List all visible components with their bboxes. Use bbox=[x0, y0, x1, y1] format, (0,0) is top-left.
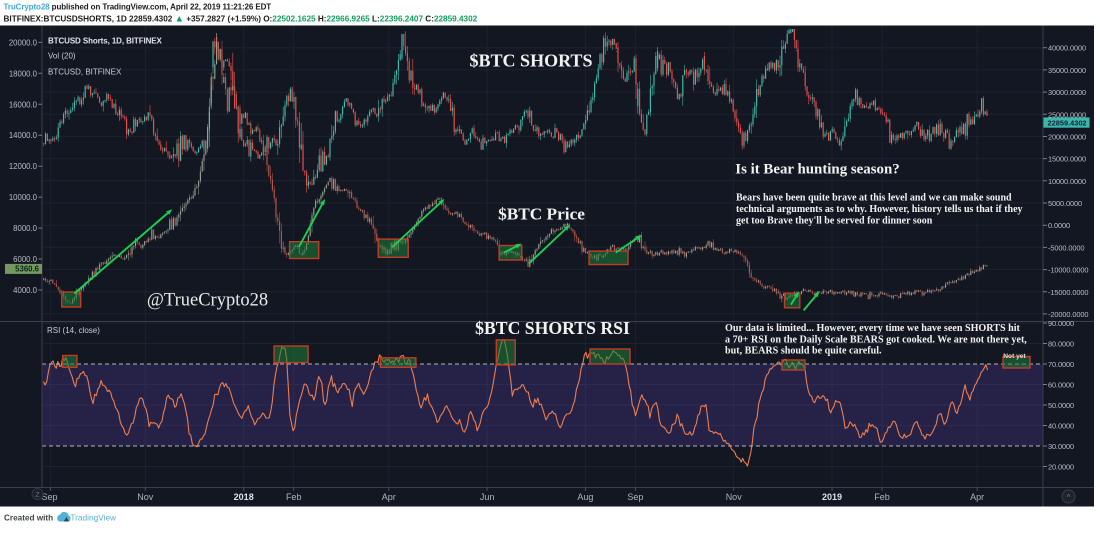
svg-text:Not yet: Not yet bbox=[1003, 353, 1026, 360]
svg-text:6000.0: 6000.0 bbox=[13, 255, 38, 264]
svg-text:22859.4302: 22859.4302 bbox=[1048, 119, 1087, 128]
svg-text:TruCrypto28 published on Tradi: TruCrypto28 published on TradingView.com… bbox=[4, 3, 272, 12]
svg-text:5000.0000: 5000.0000 bbox=[1048, 199, 1082, 208]
svg-text:10000.0: 10000.0 bbox=[9, 193, 38, 202]
svg-text:5360.6: 5360.6 bbox=[15, 265, 40, 274]
svg-text:$BTC SHORTS: $BTC SHORTS bbox=[470, 51, 593, 71]
svg-text:Sep: Sep bbox=[627, 492, 643, 502]
svg-text:Jun: Jun bbox=[480, 492, 495, 502]
svg-text:BITFINEX:BTCUSDSHORTS, 1D 228: BITFINEX:BTCUSDSHORTS, 1D 22859.4302 ▲ +… bbox=[4, 13, 478, 24]
svg-text:Bears have been quite brave at: Bears have been quite brave at this leve… bbox=[736, 193, 1012, 204]
svg-text:60.0000: 60.0000 bbox=[1048, 381, 1074, 390]
svg-text:20.0000: 20.0000 bbox=[1048, 463, 1074, 472]
svg-text:@TrueCrypto28: @TrueCrypto28 bbox=[147, 291, 268, 311]
svg-text:Feb: Feb bbox=[286, 492, 302, 502]
svg-text:$BTC SHORTS RSI: $BTC SHORTS RSI bbox=[475, 318, 630, 338]
svg-text:Apr: Apr bbox=[382, 492, 396, 502]
svg-text:16000.0: 16000.0 bbox=[9, 100, 38, 109]
svg-text:18000.0: 18000.0 bbox=[9, 69, 38, 78]
svg-text:10000.0000: 10000.0000 bbox=[1048, 177, 1086, 186]
svg-text:12000.0: 12000.0 bbox=[9, 162, 38, 171]
svg-text:Sep: Sep bbox=[41, 492, 57, 502]
svg-text:Z: Z bbox=[35, 492, 40, 499]
svg-text:30000.0000: 30000.0000 bbox=[1048, 88, 1086, 97]
svg-text:14000.0: 14000.0 bbox=[9, 131, 38, 140]
svg-text:$BTC Price: $BTC Price bbox=[498, 205, 585, 224]
svg-text:Vol (20): Vol (20) bbox=[48, 52, 76, 61]
svg-text:-10000.0000: -10000.0000 bbox=[1048, 266, 1088, 275]
svg-text:50.0000: 50.0000 bbox=[1048, 401, 1074, 410]
svg-text:2019: 2019 bbox=[822, 492, 842, 502]
svg-text:-15000.0000: -15000.0000 bbox=[1048, 288, 1088, 297]
svg-text:Feb: Feb bbox=[874, 492, 890, 502]
svg-text:technical arguments as to why.: technical arguments as to why. However, … bbox=[736, 204, 1023, 215]
svg-text:BTCUSD Shorts, 1D, BITFINEX: BTCUSD Shorts, 1D, BITFINEX bbox=[48, 37, 163, 46]
svg-text:90.0000: 90.0000 bbox=[1048, 319, 1074, 328]
svg-text:40.0000: 40.0000 bbox=[1048, 422, 1074, 431]
svg-text:BTCUSD, BITFINEX: BTCUSD, BITFINEX bbox=[48, 68, 122, 77]
svg-text:80.0000: 80.0000 bbox=[1048, 340, 1074, 349]
svg-text:a 70+ RSI on the Daily Scale B: a 70+ RSI on the Daily Scale BEARS got c… bbox=[725, 335, 1027, 346]
svg-text:40000.0000: 40000.0000 bbox=[1048, 44, 1086, 53]
svg-text:30.0000: 30.0000 bbox=[1048, 442, 1074, 451]
svg-text:-20000.0000: -20000.0000 bbox=[1048, 310, 1088, 319]
svg-text:25000.0000: 25000.0000 bbox=[1048, 110, 1086, 119]
svg-text:Apr: Apr bbox=[970, 492, 984, 502]
svg-text:35000.0000: 35000.0000 bbox=[1048, 66, 1086, 75]
svg-text:8000.0: 8000.0 bbox=[13, 224, 38, 233]
svg-text:-5000.0000: -5000.0000 bbox=[1048, 243, 1084, 252]
svg-text:Is it Bear hunting season?: Is it Bear hunting season? bbox=[735, 162, 899, 178]
svg-text:0.0000: 0.0000 bbox=[1048, 221, 1070, 230]
svg-text:but, BEARS should be quite car: but, BEARS should be quite careful. bbox=[725, 346, 882, 357]
svg-text:get too Brave they'll be serve: get too Brave they'll be served for dinn… bbox=[736, 216, 933, 227]
svg-text:20000.0000: 20000.0000 bbox=[1048, 133, 1086, 142]
svg-text:4000.0: 4000.0 bbox=[13, 286, 38, 295]
svg-text:Our data is limited... However: Our data is limited... However, every ti… bbox=[725, 323, 1021, 334]
svg-text:15000.0000: 15000.0000 bbox=[1048, 155, 1086, 164]
svg-text:70.0000: 70.0000 bbox=[1048, 360, 1074, 369]
svg-text:Nov: Nov bbox=[726, 492, 743, 502]
svg-text:Created with: Created with bbox=[4, 513, 53, 522]
svg-text:Aug: Aug bbox=[577, 492, 593, 502]
svg-text:TradingView: TradingView bbox=[70, 512, 117, 522]
svg-text:20000.0: 20000.0 bbox=[9, 38, 38, 47]
svg-text:RSI (14, close): RSI (14, close) bbox=[47, 326, 100, 335]
svg-text:^: ^ bbox=[1067, 493, 1071, 502]
svg-text:2018: 2018 bbox=[234, 492, 254, 502]
svg-text:Nov: Nov bbox=[137, 492, 154, 502]
